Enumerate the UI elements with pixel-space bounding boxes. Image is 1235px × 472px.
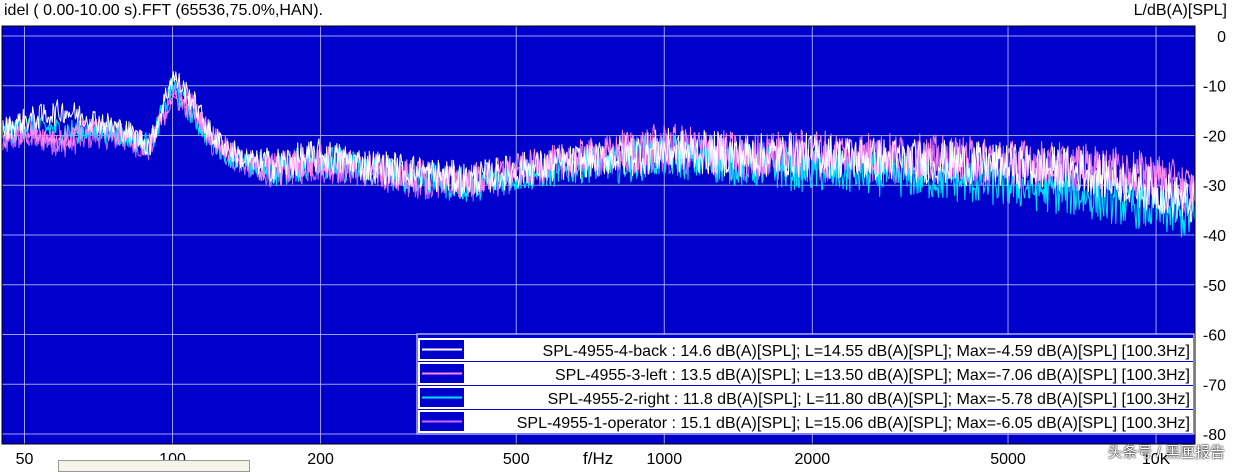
legend-entry: SPL-4955-3-left : 13.5 dB(A)[SPL]; L=13.…: [555, 367, 1190, 384]
legend-entry: SPL-4955-2-right : 11.8 dB(A)[SPL]; L=11…: [548, 391, 1190, 408]
y-axis-ticks: 0 -10 -20 -30 -40 -50 -60 -70 -80: [1203, 29, 1226, 444]
y-tick-label: -40: [1203, 228, 1226, 245]
x-tick-label: 1000: [647, 451, 683, 466]
chart-title: idel ( 0.00-10.00 s).FFT (65536,75.0%,HA…: [4, 2, 323, 19]
legend-row-background: [418, 410, 1193, 433]
y-axis-unit: L/dB(A)[SPL]: [1133, 2, 1227, 19]
y-tick-label: -10: [1203, 79, 1226, 96]
grid-lines: [2, 26, 1195, 444]
y-tick-label: -80: [1203, 427, 1226, 444]
x-axis-label: f/Hz: [583, 449, 613, 466]
legend-entry: SPL-4955-1-operator : 15.1 dB(A)[SPL]; L…: [517, 415, 1190, 432]
y-tick-label: -50: [1203, 278, 1226, 295]
y-tick-label: -70: [1203, 377, 1226, 394]
x-tick-label: 500: [503, 451, 530, 466]
x-tick-label: 50: [16, 451, 34, 466]
plot-border: [1, 25, 1196, 445]
legend-row-background: [418, 386, 1193, 409]
y-tick-label: -60: [1203, 328, 1226, 345]
series-layer: [1, 25, 1196, 445]
x-tick-label: 10K: [1142, 451, 1171, 466]
legend[interactable]: SPL-4955-4-back : 14.6 dB(A)[SPL]; L=14.…: [416, 333, 1195, 435]
x-tick-label: 5000: [990, 451, 1026, 466]
y-tick-label: 0: [1217, 29, 1226, 46]
bottom-panel-tab[interactable]: [58, 460, 250, 472]
series-line: [1, 71, 1196, 223]
y-tick-label: -20: [1203, 128, 1226, 145]
legend-row-background: [418, 362, 1193, 385]
legend-row-background: [418, 338, 1193, 361]
y-tick-label: -30: [1203, 178, 1226, 195]
x-tick-label: 200: [307, 451, 334, 466]
x-axis-ticks: 50 100 200 500 1000 2000 5000 10K: [16, 451, 1171, 466]
watermark-text: 头条号 / 黑匣报告: [1107, 444, 1225, 461]
x-tick-label: 2000: [795, 451, 831, 466]
legend-entry: SPL-4955-4-back : 14.6 dB(A)[SPL]; L=14.…: [543, 343, 1190, 360]
